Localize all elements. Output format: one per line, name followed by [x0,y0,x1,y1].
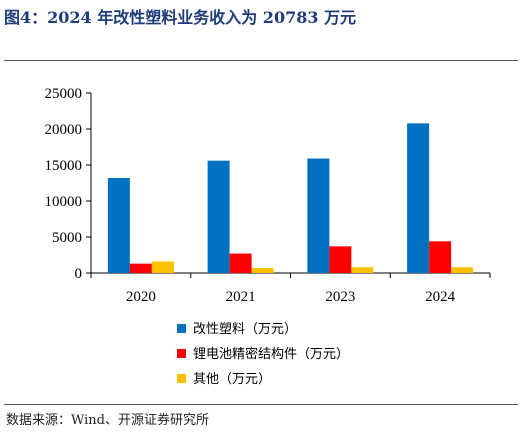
y-tick-label: 10000 [45,194,83,210]
bar [351,267,374,273]
bar [229,253,252,273]
y-tick-label: 15000 [45,158,83,174]
x-tick-label: 2021 [226,289,256,305]
legend-label: 改性塑料（万元） [193,322,297,337]
y-tick-label: 0 [75,266,83,282]
bar [251,267,274,273]
bar [329,246,352,273]
y-tick-label: 5000 [52,230,82,246]
x-tick-label: 2020 [126,289,156,305]
source-note: 数据来源：Wind、开源证券研究所 [6,413,209,428]
bar [129,263,152,273]
bar [451,267,474,273]
legend-swatch [177,374,186,383]
bottom-rule [4,404,518,405]
y-tick-label: 25000 [45,86,83,102]
legend-label: 其他（万元） [193,372,271,387]
bar [407,123,430,273]
chart-title: 图4：2024 年改性塑料业务收入为 20783 万元 [4,8,357,27]
x-tick-label: 2023 [325,289,355,305]
bar [307,158,330,273]
x-tick-label: 2024 [425,289,456,305]
legend-swatch [177,324,186,333]
legend-label: 锂电池精密结构件（万元） [193,346,349,362]
bar [107,177,130,273]
legend-swatch [177,349,186,358]
top-rule [4,60,518,61]
bar [429,241,452,273]
bar [151,261,174,273]
bar [207,160,230,273]
y-tick-label: 20000 [45,122,83,138]
